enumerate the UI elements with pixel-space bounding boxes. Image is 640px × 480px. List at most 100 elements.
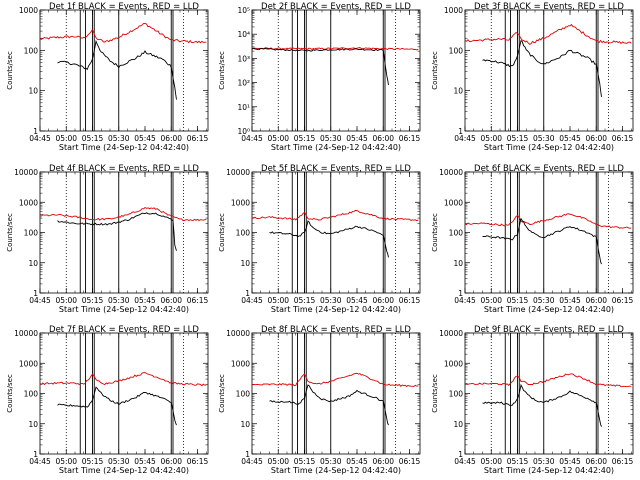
x-axis-label: Start Time (24-Sep-12 04:42:40) — [484, 466, 614, 475]
x-tick-label: 05:00 — [267, 134, 289, 143]
x-tick-label: 05:45 — [559, 134, 581, 143]
y-tick-label: 1000 — [19, 359, 38, 368]
y-tick-label: 10 — [28, 420, 38, 429]
y-tick-label: 1 — [33, 127, 38, 136]
x-tick-label: 05:00 — [267, 296, 289, 305]
events-series-line — [482, 39, 602, 97]
x-tick-label: 04:45 — [29, 457, 51, 466]
y-tick-label: 1000 — [19, 198, 38, 207]
y-tick-label: 100 — [449, 46, 464, 55]
panel-det-8: Det 8f BLACK = Events, RED = LLD 1 10 100 10… — [218, 325, 421, 475]
y-tick-label: 10000 — [439, 168, 463, 177]
x-tick-label: 06:15 — [612, 457, 634, 466]
x-tick-label: 05:00 — [55, 457, 77, 466]
x-tick-label: 05:45 — [559, 296, 581, 305]
x-tick-label: 06:00 — [372, 134, 394, 143]
events-series-line — [482, 217, 602, 265]
y-tick-label: 1 — [458, 127, 463, 136]
y-tick-label: 1000 — [444, 6, 463, 15]
x-tick-label: 04:45 — [241, 457, 263, 466]
y-axis-label: Counts/sec — [431, 374, 439, 413]
y-tick-label: 100 — [449, 229, 464, 238]
panel-title: Det 3f BLACK = Events, RED = LLD — [474, 2, 624, 12]
x-tick-label: 05:45 — [346, 134, 368, 143]
plot-frame — [39, 332, 209, 455]
panel-det-1: Det 1f BLACK = Events, RED = LLD 1 10 100 10… — [6, 2, 209, 152]
events-series-line — [482, 383, 602, 427]
x-tick-label: 05:15 — [507, 457, 529, 466]
y-tick-label: 1 — [245, 450, 250, 459]
x-tick-label: 05:00 — [480, 296, 502, 305]
x-tick-label: 05:30 — [533, 134, 555, 143]
x-tick-label: 06:15 — [399, 457, 421, 466]
y-tick-label: 10⁰ — [237, 127, 250, 136]
x-tick-label: 04:45 — [29, 296, 51, 305]
lld-series-line — [39, 206, 207, 222]
y-tick-label: 10 — [28, 259, 38, 268]
x-axis-label: Start Time (24-Sep-12 04:42:40) — [59, 466, 189, 475]
plot-frame — [464, 171, 634, 294]
y-axis-label: Counts/sec — [431, 51, 439, 90]
y-tick-label: 100 — [24, 390, 39, 399]
x-tick-label: 05:45 — [134, 134, 156, 143]
panel-title: Det 4f BLACK = Events, RED = LLD — [49, 164, 199, 174]
y-tick-label: 1000 — [19, 6, 38, 15]
y-tick-label: 1000 — [231, 359, 250, 368]
lld-series-line — [464, 23, 632, 45]
x-tick-label: 06:00 — [372, 457, 394, 466]
x-tick-label: 06:00 — [585, 457, 607, 466]
y-tick-label: 10 — [240, 259, 250, 268]
panel-det-6: Det 6f BLACK = Events, RED = LLD 1 10 100 10… — [431, 164, 634, 314]
x-tick-label: 06:15 — [399, 134, 421, 143]
x-tick-label: 05:45 — [134, 457, 156, 466]
y-tick-label: 100 — [24, 46, 39, 55]
x-tick-label: 06:15 — [612, 134, 634, 143]
panel-title: Det 7f BLACK = Events, RED = LLD — [49, 325, 199, 335]
x-tick-label: 06:15 — [187, 296, 209, 305]
x-tick-label: 06:15 — [399, 296, 421, 305]
plot-frame — [39, 171, 209, 294]
y-tick-label: 10000 — [14, 168, 38, 177]
y-axis-label: Counts/sec — [218, 51, 226, 90]
x-tick-label: 06:00 — [585, 134, 607, 143]
panel-title: Det 9f BLACK = Events, RED = LLD — [474, 325, 624, 335]
x-tick-label: 06:15 — [612, 296, 634, 305]
x-tick-label: 05:30 — [108, 134, 130, 143]
x-axis-label: Start Time (24-Sep-12 04:42:40) — [271, 143, 401, 152]
panel-det-2: Det 2f BLACK = Events, RED = LLD 10⁰ 10¹ 10… — [218, 2, 421, 152]
x-tick-label: 05:15 — [82, 457, 104, 466]
y-tick-label: 100 — [24, 229, 39, 238]
x-tick-label: 05:30 — [320, 296, 342, 305]
events-series-line — [269, 220, 389, 258]
x-axis-label: Start Time (24-Sep-12 04:42:40) — [59, 305, 189, 314]
y-tick-label: 10⁴ — [237, 30, 250, 39]
y-tick-label: 1 — [458, 289, 463, 298]
x-tick-label: 05:15 — [294, 296, 316, 305]
lld-series-line — [464, 213, 632, 229]
y-tick-label: 100 — [236, 390, 251, 399]
x-axis-label: Start Time (24-Sep-12 04:42:40) — [271, 466, 401, 475]
x-tick-label: 05:15 — [82, 296, 104, 305]
x-tick-label: 05:30 — [320, 457, 342, 466]
x-tick-label: 05:00 — [480, 134, 502, 143]
x-tick-label: 05:45 — [559, 457, 581, 466]
y-tick-label: 1 — [245, 289, 250, 298]
x-tick-label: 04:45 — [241, 296, 263, 305]
events-series-line — [269, 384, 389, 426]
lld-series-line — [251, 209, 419, 222]
y-axis-label: Counts/sec — [6, 374, 14, 413]
x-tick-label: 06:00 — [585, 296, 607, 305]
panel-title: Det 6f BLACK = Events, RED = LLD — [474, 164, 624, 174]
y-tick-label: 10³ — [237, 54, 250, 63]
y-tick-label: 100 — [236, 229, 251, 238]
x-tick-label: 05:30 — [320, 134, 342, 143]
x-tick-label: 05:30 — [108, 296, 130, 305]
x-tick-label: 05:30 — [533, 296, 555, 305]
y-tick-label: 1000 — [444, 359, 463, 368]
y-tick-label: 10000 — [226, 329, 250, 338]
x-tick-label: 05:45 — [346, 296, 368, 305]
panel-title: Det 8f BLACK = Events, RED = LLD — [261, 325, 411, 335]
x-tick-label: 05:15 — [82, 134, 104, 143]
plot-frame — [464, 332, 634, 455]
